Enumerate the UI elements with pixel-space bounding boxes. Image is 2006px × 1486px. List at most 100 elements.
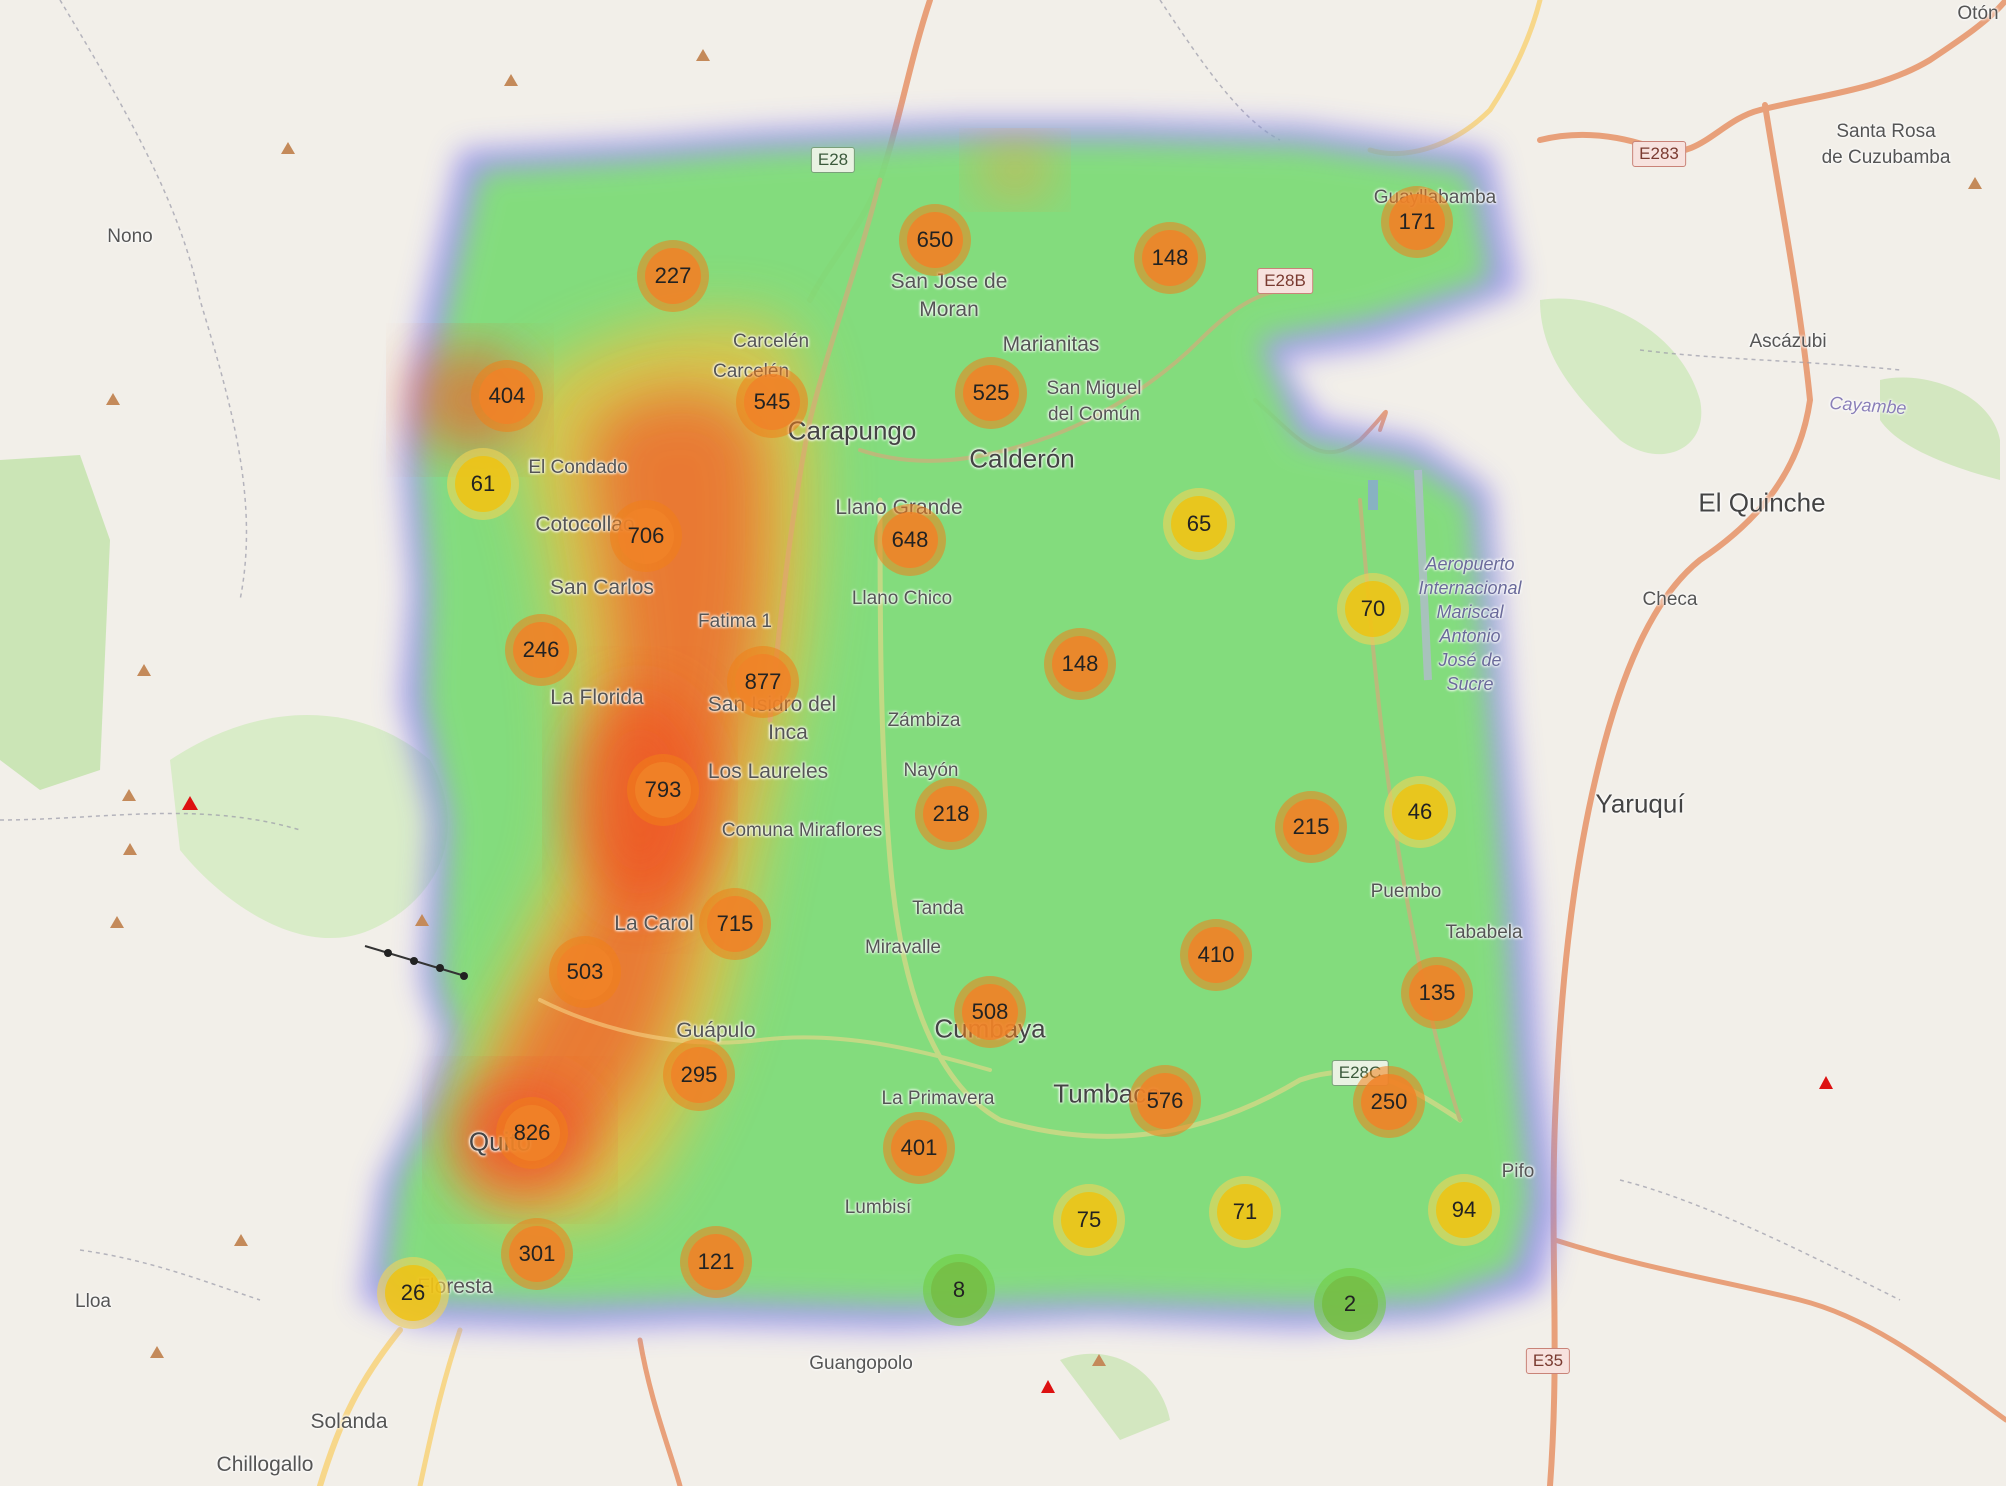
cluster-marker[interactable]: 61 [447,448,519,520]
place-label: Llano Chico [851,588,953,609]
place-label: Lumbisí [844,1197,912,1218]
cluster-count: 503 [557,944,613,1000]
cluster-marker[interactable]: 71 [1209,1176,1281,1248]
place-label: del Común [1048,404,1140,425]
cluster-marker[interactable]: 75 [1053,1184,1125,1256]
airport-runway [1368,469,1432,681]
place-label: San Carlos [550,576,654,599]
place-label: Chillogallo [216,1453,314,1476]
place-label: Solanda [310,1410,388,1433]
cluster-count: 576 [1137,1073,1193,1129]
cluster-marker[interactable]: 171 [1381,186,1453,258]
place-label: Fatima 1 [698,611,772,632]
cluster-marker[interactable]: 877 [727,646,799,718]
cluster-marker[interactable]: 503 [549,936,621,1008]
cluster-marker[interactable]: 148 [1134,222,1206,294]
cluster-marker[interactable]: 250 [1353,1066,1425,1138]
place-label: Guápulo [676,1019,756,1042]
cluster-marker[interactable]: 826 [496,1097,568,1169]
airport-label-line: Mariscal [1436,602,1504,622]
cluster-marker[interactable]: 94 [1428,1174,1500,1246]
cluster-count: 826 [504,1105,560,1161]
place-label: Santa Rosa [1836,121,1936,142]
cluster-count: 877 [735,654,791,710]
airport-label: Aeropuerto Internacional Mariscal Antonio Jo… [1415,552,1525,696]
airport-label-line: José de [1438,650,1502,670]
cluster-marker[interactable]: 148 [1044,628,1116,700]
road-shield: E35 [1525,1348,1571,1374]
cluster-marker[interactable]: 65 [1163,488,1235,560]
cluster-count: 215 [1283,799,1339,855]
cluster-marker[interactable]: 650 [899,204,971,276]
place-label: San Miguel [1046,378,1142,399]
place-label: Nayón [903,760,959,781]
cluster-count: 648 [882,512,938,568]
cluster-count: 401 [891,1120,947,1176]
cluster-marker[interactable]: 295 [663,1039,735,1111]
place-label: El Condado [528,457,628,478]
cluster-marker[interactable]: 404 [471,360,543,432]
cluster-count: 2 [1322,1276,1378,1332]
place-label: Inca [768,721,808,744]
cluster-marker[interactable]: 135 [1401,957,1473,1029]
cluster-marker[interactable]: 121 [680,1226,752,1298]
place-label: Cotocollao [535,513,635,536]
place-label: Tababela [1445,922,1523,943]
road-shield: E28 [810,147,856,173]
place-label: Marianitas [1002,333,1100,356]
cluster-count: 8 [931,1262,987,1318]
place-label: Comuna Miraflores [721,820,883,841]
cluster-count: 148 [1052,636,1108,692]
cluster-marker[interactable]: 227 [637,240,709,312]
cluster-count: 148 [1142,230,1198,286]
cluster-marker[interactable]: 8 [923,1254,995,1326]
cluster-marker[interactable]: 26 [377,1257,449,1329]
place-label: Carapungo [787,415,917,446]
cluster-marker[interactable]: 301 [501,1218,573,1290]
cluster-count: 70 [1345,581,1401,637]
cluster-count: 715 [707,896,763,952]
airport-label-line: Internacional [1418,578,1522,598]
place-label: Miravalle [864,937,942,958]
cluster-count: 525 [963,365,1019,421]
place-label: El Quinche [1698,487,1826,518]
cluster-marker[interactable]: 218 [915,778,987,850]
place-label: Tanda [912,898,964,919]
cluster-marker[interactable]: 715 [699,888,771,960]
cluster-marker[interactable]: 508 [954,976,1026,1048]
cluster-count: 71 [1217,1184,1273,1240]
cluster-marker[interactable]: 401 [883,1112,955,1184]
cluster-marker[interactable]: 576 [1129,1065,1201,1137]
cluster-marker[interactable]: 545 [736,366,808,438]
cluster-count: 171 [1389,194,1445,250]
place-label: Lloa [75,1291,111,1312]
cluster-count: 706 [618,508,674,564]
place-label: Carcelén [732,331,810,352]
cluster-count: 61 [455,456,511,512]
cluster-marker[interactable]: 648 [874,504,946,576]
road-shield: E283 [1632,141,1686,167]
cluster-count: 650 [907,212,963,268]
cluster-count: 75 [1061,1192,1117,1248]
cluster-count: 121 [688,1234,744,1290]
place-label: de Cuzubamba [1821,147,1951,168]
place-label: Yaruquí [1595,788,1685,819]
cluster-count: 793 [635,762,691,818]
cluster-marker[interactable]: 706 [610,500,682,572]
airport-label-line: Antonio [1439,626,1501,646]
cluster-marker[interactable]: 793 [627,754,699,826]
cluster-count: 94 [1436,1182,1492,1238]
cluster-marker[interactable]: 525 [955,357,1027,429]
cluster-marker[interactable]: 410 [1180,919,1252,991]
place-label: Guangopolo [809,1353,913,1374]
cluster-marker[interactable]: 46 [1384,776,1456,848]
cluster-marker[interactable]: 2 [1314,1268,1386,1340]
place-label: La Florida [550,686,644,709]
cluster-marker[interactable]: 215 [1275,791,1347,863]
cluster-count: 545 [744,374,800,430]
cluster-marker[interactable]: 246 [505,614,577,686]
cluster-marker[interactable]: 70 [1337,573,1409,645]
cluster-count: 227 [645,248,701,304]
cluster-count: 46 [1392,784,1448,840]
